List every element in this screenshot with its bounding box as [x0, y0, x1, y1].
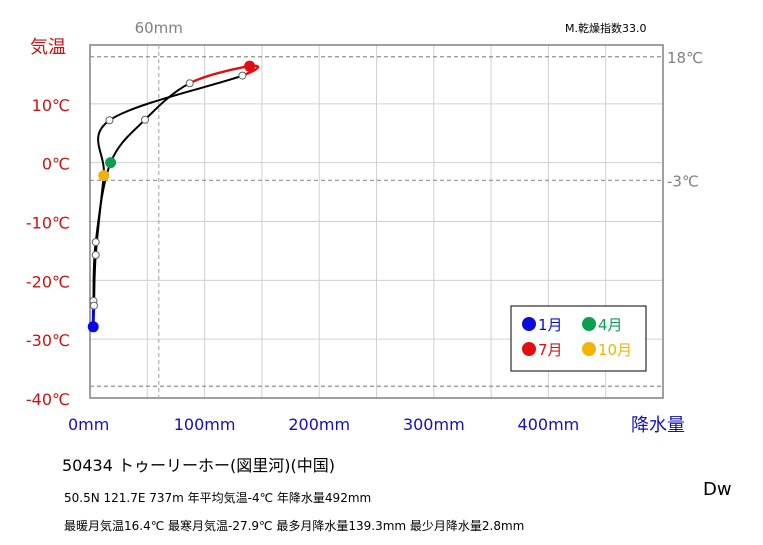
month-point-10 [98, 170, 110, 182]
legend-marker-1 [522, 317, 536, 331]
x-tick-label: 200mm [288, 415, 350, 434]
reference-label-temp-18: 18℃ [667, 49, 703, 67]
station-info-line-1: 50.5N 121.7E 737m 年平均気温-4℃ 年降水量492mm [64, 491, 372, 505]
legend-marker-4 [582, 317, 596, 331]
climograph-segment-5-to-6 [144, 82, 191, 121]
climograph-segment-9-to-10 [97, 119, 111, 176]
legend-marker-10 [582, 342, 596, 356]
x-axis-label: 降水量 [631, 415, 685, 436]
month-point-9 [105, 116, 114, 125]
climograph-segment-8-to-9 [108, 74, 243, 122]
legend-label-1: 1月 [538, 316, 563, 334]
y-tick-label: -20℃ [26, 272, 70, 291]
y-axis-label: 気温 [30, 37, 66, 58]
station-title: 50434 トゥーリーホー(図里河)(中国) [62, 456, 335, 475]
month-point-8 [238, 71, 247, 80]
reference-label-precip-60: 60mm [135, 19, 183, 37]
legend-label-10: 10月 [598, 341, 632, 359]
month-point-5 [141, 115, 150, 124]
month-point-6 [185, 79, 194, 88]
legend-label-7: 7月 [538, 341, 563, 359]
legend-box [510, 305, 647, 372]
month-point-3 [91, 238, 100, 247]
x-tick-label: 300mm [403, 415, 465, 434]
climograph-segment-10-to-11 [94, 175, 105, 256]
month-point-11 [91, 251, 100, 260]
station-info-line-2: 最暖月気温16.4℃ 最寒月気温-27.9℃ 最多月降水量139.3mm 最少月… [64, 519, 525, 533]
x-tick-label: 400mm [518, 415, 580, 434]
climate-classification: Dw [703, 479, 732, 500]
climograph-segment-4-to-5 [109, 119, 146, 164]
y-tick-label: -40℃ [26, 390, 70, 409]
x-tick-label: 0mm [68, 415, 109, 434]
month-point-12 [90, 301, 99, 310]
reference-label-temp--3: -3℃ [667, 172, 699, 190]
legend-label-4: 4月 [598, 316, 623, 334]
plot-frame [89, 44, 664, 399]
month-point-1 [87, 321, 99, 333]
legend-marker-7 [522, 342, 536, 356]
y-tick-label: -30℃ [26, 331, 70, 350]
x-tick-label: 100mm [174, 415, 236, 434]
y-tick-label: 10℃ [32, 96, 70, 115]
y-tick-label: -10℃ [26, 214, 70, 233]
month-point-4 [105, 157, 117, 169]
aridity-index: M.乾燥指数33.0 [565, 22, 647, 35]
y-tick-label: 0℃ [42, 155, 70, 174]
month-point-7 [244, 60, 256, 72]
